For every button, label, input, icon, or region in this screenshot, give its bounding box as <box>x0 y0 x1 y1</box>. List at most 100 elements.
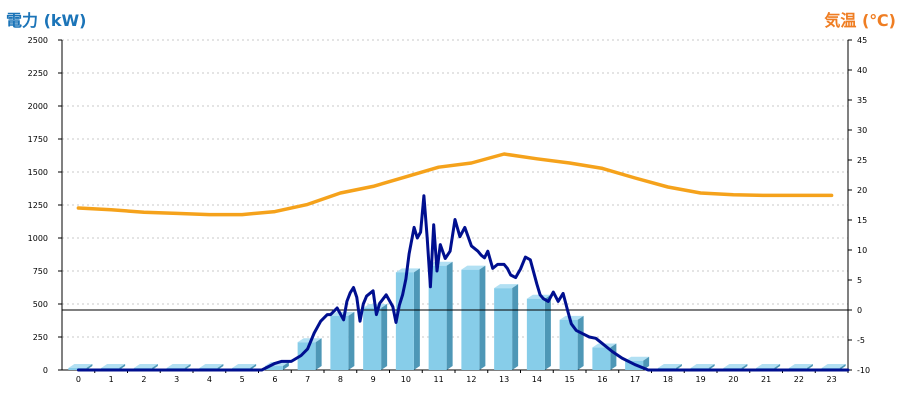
x-axis-tick-label: 12 <box>466 375 476 384</box>
bar-side-face <box>643 356 650 370</box>
bar-top-face <box>625 356 650 361</box>
bar-side-face <box>282 362 289 370</box>
bar-top-face <box>690 364 715 368</box>
x-axis-tick-label: 15 <box>565 375 575 384</box>
left-axis-tick-label: 750 <box>33 267 48 276</box>
bar-top-face <box>756 364 781 368</box>
bar-side-face <box>544 294 551 370</box>
power-line <box>76 194 850 372</box>
bar-front-face <box>494 288 513 370</box>
bar <box>494 284 519 370</box>
bar <box>297 338 322 370</box>
x-axis-tick-label: 16 <box>597 375 607 384</box>
bar <box>592 343 617 370</box>
bar-top-face <box>330 311 355 316</box>
bar-front-face <box>297 342 316 370</box>
bar <box>461 265 486 370</box>
x-axis-tick-label: 1 <box>109 375 114 384</box>
x-axis-tick-label: 14 <box>532 375 542 384</box>
bar-top-face <box>723 364 748 368</box>
left-axis-tick-label: 2500 <box>28 36 48 45</box>
left-axis-tick-label: 1000 <box>28 234 48 243</box>
left-axis-tick-label: 0 <box>43 366 48 375</box>
x-axis-tick-label: 18 <box>663 375 673 384</box>
x-axis-tick-label: 10 <box>401 375 411 384</box>
right-axis-tick-label: 15 <box>857 216 867 225</box>
bar-top-face <box>166 364 191 368</box>
bar-top-face <box>101 364 126 368</box>
x-axis-tick-label: 9 <box>371 375 376 384</box>
bar-top-face <box>461 265 486 270</box>
bar-top-face <box>199 364 224 368</box>
bar-front-face <box>264 366 283 370</box>
right-axis-tick-label: 20 <box>857 186 867 195</box>
bar-side-face <box>446 261 453 370</box>
x-axis-tick-label: 11 <box>434 375 444 384</box>
bar-front-face <box>395 272 414 370</box>
left-axis-tick-label: 1500 <box>28 168 48 177</box>
bar-front-face <box>461 269 480 370</box>
bar-top-face <box>68 364 93 368</box>
bar-front-face <box>592 347 611 370</box>
right-axis-tick-label: 0 <box>857 306 862 315</box>
right-axis-tick-label: 30 <box>857 126 867 135</box>
bar-top-face <box>133 364 158 368</box>
bar-side-face <box>610 343 617 370</box>
bar-side-face <box>512 284 519 370</box>
temperature-line <box>76 152 834 217</box>
x-axis-tick-label: 8 <box>338 375 343 384</box>
x-axis-tick-label: 7 <box>305 375 310 384</box>
left-axis-tick-label: 250 <box>33 333 48 342</box>
bar-front-face <box>330 315 349 370</box>
x-axis-tick-label: 13 <box>499 375 509 384</box>
left-axis-tick-label: 1750 <box>28 135 48 144</box>
bar-side-face <box>315 338 322 370</box>
x-axis-tick-label: 6 <box>272 375 277 384</box>
x-axis-tick-label: 0 <box>76 375 81 384</box>
x-axis-tick-label: 5 <box>240 375 245 384</box>
bar-side-face <box>479 265 486 370</box>
bar-front-face <box>526 298 545 370</box>
right-axis-tick-label: 5 <box>857 276 862 285</box>
right-axis-tick-label: 40 <box>857 66 867 75</box>
left-axis-title: 電力 (kW) <box>6 11 87 30</box>
bar <box>330 311 355 370</box>
bar-side-face <box>577 315 584 370</box>
left-axis-tick-label: 1250 <box>28 201 48 210</box>
bar <box>526 294 551 370</box>
bar-top-face <box>788 364 813 368</box>
bar-top-face <box>657 364 682 368</box>
right-axis-tick-label: 25 <box>857 156 867 165</box>
x-axis-tick-label: 21 <box>761 375 771 384</box>
bar-top-face <box>428 261 453 266</box>
bar-top-face <box>559 315 584 320</box>
x-axis-tick-label: 23 <box>827 375 837 384</box>
x-axis-tick-label: 22 <box>794 375 804 384</box>
x-axis-tick-label: 4 <box>207 375 212 384</box>
bar-top-face <box>232 364 257 368</box>
left-axis-tick-label: 2250 <box>28 69 48 78</box>
right-axis-tick-label: 45 <box>857 36 867 45</box>
bar-top-face <box>821 364 846 368</box>
right-axis-tick-label: 10 <box>857 246 867 255</box>
bar-side-face <box>348 311 355 370</box>
x-axis-tick-label: 17 <box>630 375 640 384</box>
x-axis-tick-label: 20 <box>728 375 738 384</box>
bar <box>559 315 584 370</box>
bar-side-face <box>381 303 388 370</box>
right-axis-title: 気温 (℃) <box>824 11 896 30</box>
bar <box>395 268 420 370</box>
bar-front-face <box>428 265 447 370</box>
bar-top-face <box>494 284 519 289</box>
right-axis-tick-label: 35 <box>857 96 867 105</box>
left-axis-tick-label: 2000 <box>28 102 48 111</box>
x-axis-tick-label: 2 <box>141 375 146 384</box>
bar-front-face <box>559 319 578 370</box>
bar-top-face <box>526 294 551 299</box>
bar-front-face <box>363 307 382 370</box>
left-axis-tick-label: 500 <box>33 300 48 309</box>
x-axis-tick-label: 19 <box>696 375 706 384</box>
x-axis-tick-label: 3 <box>174 375 179 384</box>
